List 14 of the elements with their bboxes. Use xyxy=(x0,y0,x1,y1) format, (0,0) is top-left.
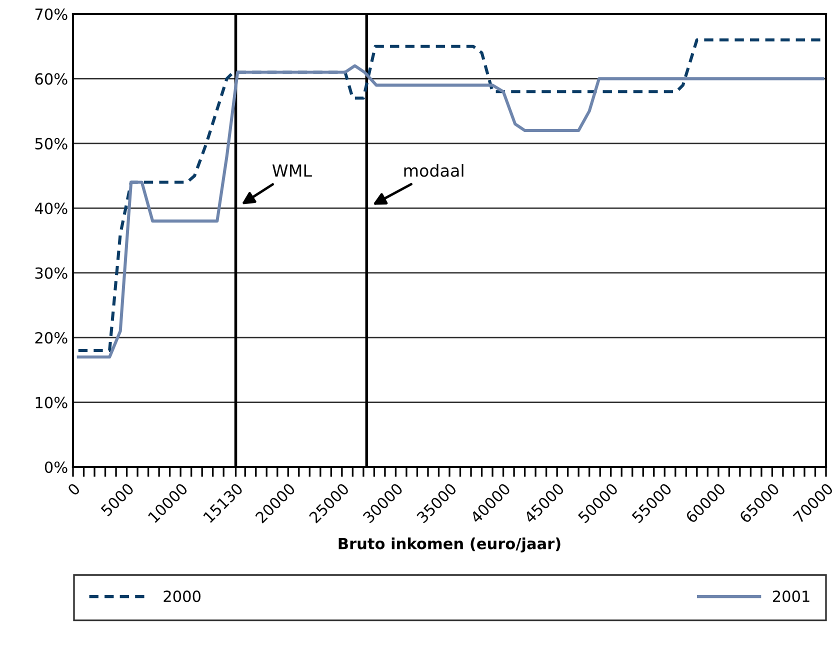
y-tick-label: 20% xyxy=(35,332,68,344)
legend-label: 2001 xyxy=(772,590,810,602)
y-tick-label: 10% xyxy=(36,396,68,408)
y-tick-label: 70% xyxy=(35,8,68,20)
x-axis-title: Bruto inkomen (euro/jaar) xyxy=(338,538,560,552)
y-tick-label: 0% xyxy=(44,461,68,474)
annotation: modaal xyxy=(404,164,464,177)
annotation: WML xyxy=(272,164,312,177)
legend-label: 2000 xyxy=(164,590,200,602)
x-tick-label: 0 xyxy=(67,482,81,496)
y-tick-label: 50% xyxy=(35,138,68,150)
y-tick-label: 40% xyxy=(34,202,68,214)
y-tick-label: 60% xyxy=(35,73,68,85)
y-tick-label: 30% xyxy=(35,267,68,279)
